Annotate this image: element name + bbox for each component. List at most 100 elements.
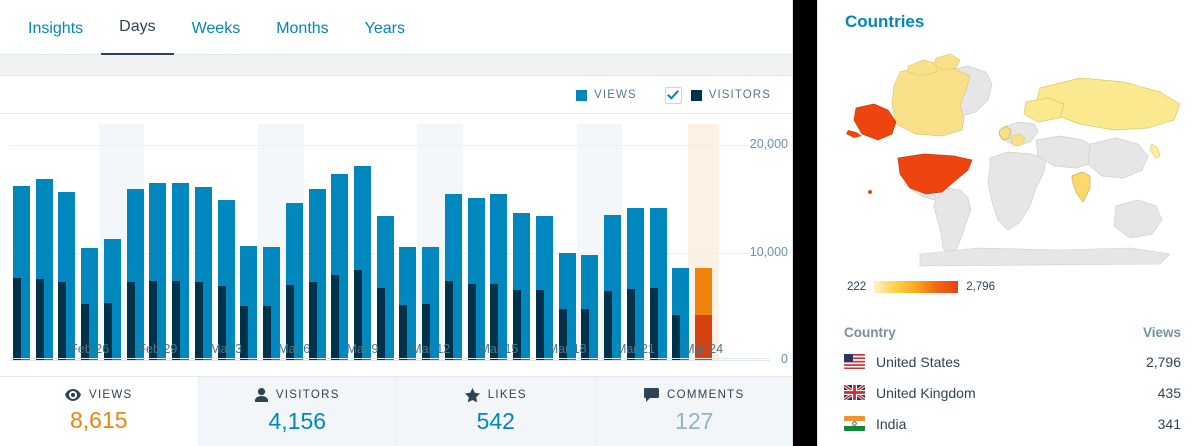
stat-comments-label: COMMENTS [667, 389, 745, 401]
comment-icon [644, 388, 659, 402]
bar-visitors[interactable] [331, 275, 340, 360]
country-views: 341 [1157, 415, 1181, 432]
country-views: 2,796 [1145, 353, 1181, 370]
eye-icon [65, 389, 81, 401]
x-axis-tick-label: Mar 21 [615, 342, 655, 356]
legend-views[interactable]: VIEWS [576, 89, 637, 101]
bar-visitors[interactable] [672, 315, 681, 360]
flag-gb-icon [844, 385, 865, 400]
stat-visitors-value: 4,156 [268, 408, 327, 434]
stat-views-head: VIEWS [65, 389, 133, 401]
bar-visitors[interactable] [285, 285, 294, 360]
tab-days[interactable]: Days [101, 0, 174, 56]
x-axis-tick-label: Mar 18 [547, 342, 587, 356]
bar-visitors[interactable] [558, 308, 567, 360]
bar-visitors[interactable] [695, 315, 713, 360]
bar-visitors[interactable] [149, 281, 158, 360]
header-country: Country [844, 324, 896, 340]
table-row[interactable]: United Kingdom 435 [844, 377, 1181, 408]
legend-visitors-label: VISITORS [708, 89, 771, 101]
bar-visitors[interactable] [103, 303, 112, 360]
world-map[interactable] [840, 48, 1197, 270]
bar-visitors[interactable] [626, 289, 635, 360]
x-axis-tick-label: Mar 9 [346, 342, 379, 356]
bar-visitors[interactable] [263, 306, 272, 360]
bar-visitors[interactable] [444, 281, 453, 360]
world-map-svg [846, 53, 1181, 267]
y-gridline [10, 145, 770, 147]
x-axis-tick-label: Mar 12 [411, 342, 451, 356]
chart-legend: VIEWS VISITORS [0, 77, 792, 114]
bar-visitors[interactable] [354, 269, 362, 360]
chart-plot-area[interactable]: 0 10,000 20,000 [10, 124, 788, 366]
stat-views[interactable]: VIEWS 8,615 [0, 377, 199, 446]
table-row[interactable]: India 341 [844, 408, 1181, 439]
x-axis-tick-label: Mar 15 [479, 342, 519, 356]
legend-visitors[interactable]: VISITORS [664, 86, 771, 104]
bar-chart[interactable]: 0 10,000 20,000 Feb 26 Feb 29 Mar 3 Mar 6 Mar … [0, 114, 792, 369]
bar-visitors[interactable] [58, 281, 67, 360]
bar-visitors[interactable] [604, 290, 613, 360]
stat-comments-value: 127 [675, 408, 714, 434]
person-icon [254, 388, 268, 402]
star-icon [464, 388, 480, 402]
bar-visitors[interactable] [376, 287, 385, 360]
stat-likes-label: LIKES [487, 389, 527, 401]
scale-min-label: 222 [847, 281, 867, 293]
bar-visitors[interactable] [399, 304, 408, 360]
bar-visitors[interactable] [467, 283, 476, 360]
bar-visitors[interactable] [649, 287, 658, 360]
flag-in-icon [844, 416, 865, 431]
y-gridline [10, 360, 770, 361]
period-tabs: Insights Days Weeks Months Years [0, 0, 792, 56]
bar-visitors[interactable] [126, 282, 135, 360]
bar-visitors[interactable] [581, 309, 590, 360]
bar-visitors[interactable] [490, 284, 499, 360]
bar-visitors[interactable] [308, 281, 317, 360]
bar-visitors[interactable] [422, 303, 431, 360]
stats-panel: Insights Days Weeks Months Years VIEWS V… [0, 0, 793, 446]
tab-years[interactable]: Years [364, 19, 405, 37]
stat-views-label: VIEWS [88, 389, 133, 401]
bar-visitors[interactable] [194, 282, 203, 360]
table-row[interactable]: United States 2,796 [844, 346, 1181, 377]
tab-insights[interactable]: Insights [28, 19, 84, 37]
country-name: United Kingdom [876, 384, 976, 401]
x-axis-tick-label: Mar 6 [278, 342, 311, 356]
stat-views-value: 8,615 [69, 407, 128, 433]
x-axis-tick-label: Feb 29 [138, 342, 178, 356]
views-color-swatch [576, 89, 588, 101]
stat-likes-head: LIKES [464, 388, 527, 402]
bar-visitors[interactable] [172, 280, 181, 360]
x-axis-tick-label: Feb 26 [70, 342, 110, 356]
y-axis-tick-label: 0 [781, 352, 788, 366]
map-color-scale: 222 2,796 [847, 281, 995, 293]
stat-comments-head: COMMENTS [644, 388, 744, 402]
bar-visitors[interactable] [535, 290, 544, 360]
bar-visitors[interactable] [217, 285, 226, 360]
bar-visitors[interactable] [240, 306, 249, 360]
countries-panel: Countries [817, 0, 1204, 446]
x-axis-rule [10, 358, 770, 359]
y-axis-tick-label: 10,000 [749, 244, 788, 259]
stat-comments[interactable]: COMMENTS 127 [595, 377, 792, 446]
visitors-checkbox[interactable] [664, 86, 682, 104]
scale-gradient [874, 281, 959, 293]
countries-table: Country Views United States 2,796 [844, 318, 1181, 439]
bar-visitors[interactable] [35, 279, 44, 360]
bar-visitors[interactable] [12, 277, 21, 360]
stat-visitors-head: VISITORS [254, 388, 340, 402]
x-axis-tick-label: Mar 24 [684, 342, 724, 356]
bar-visitors[interactable] [513, 290, 522, 360]
x-axis-tick-label: Mar 3 [210, 342, 243, 356]
tab-months[interactable]: Months [276, 19, 329, 37]
stat-visitors[interactable]: VISITORS 4,156 [198, 377, 397, 446]
bar-visitors[interactable] [81, 304, 90, 360]
stat-likes[interactable]: LIKES 542 [397, 377, 596, 446]
tab-weeks[interactable]: Weeks [191, 19, 241, 37]
toolbar-spacer [0, 55, 792, 76]
header-views: Views [1142, 324, 1181, 340]
country-name: India [876, 415, 907, 432]
legend-views-label: VIEWS [594, 89, 637, 101]
